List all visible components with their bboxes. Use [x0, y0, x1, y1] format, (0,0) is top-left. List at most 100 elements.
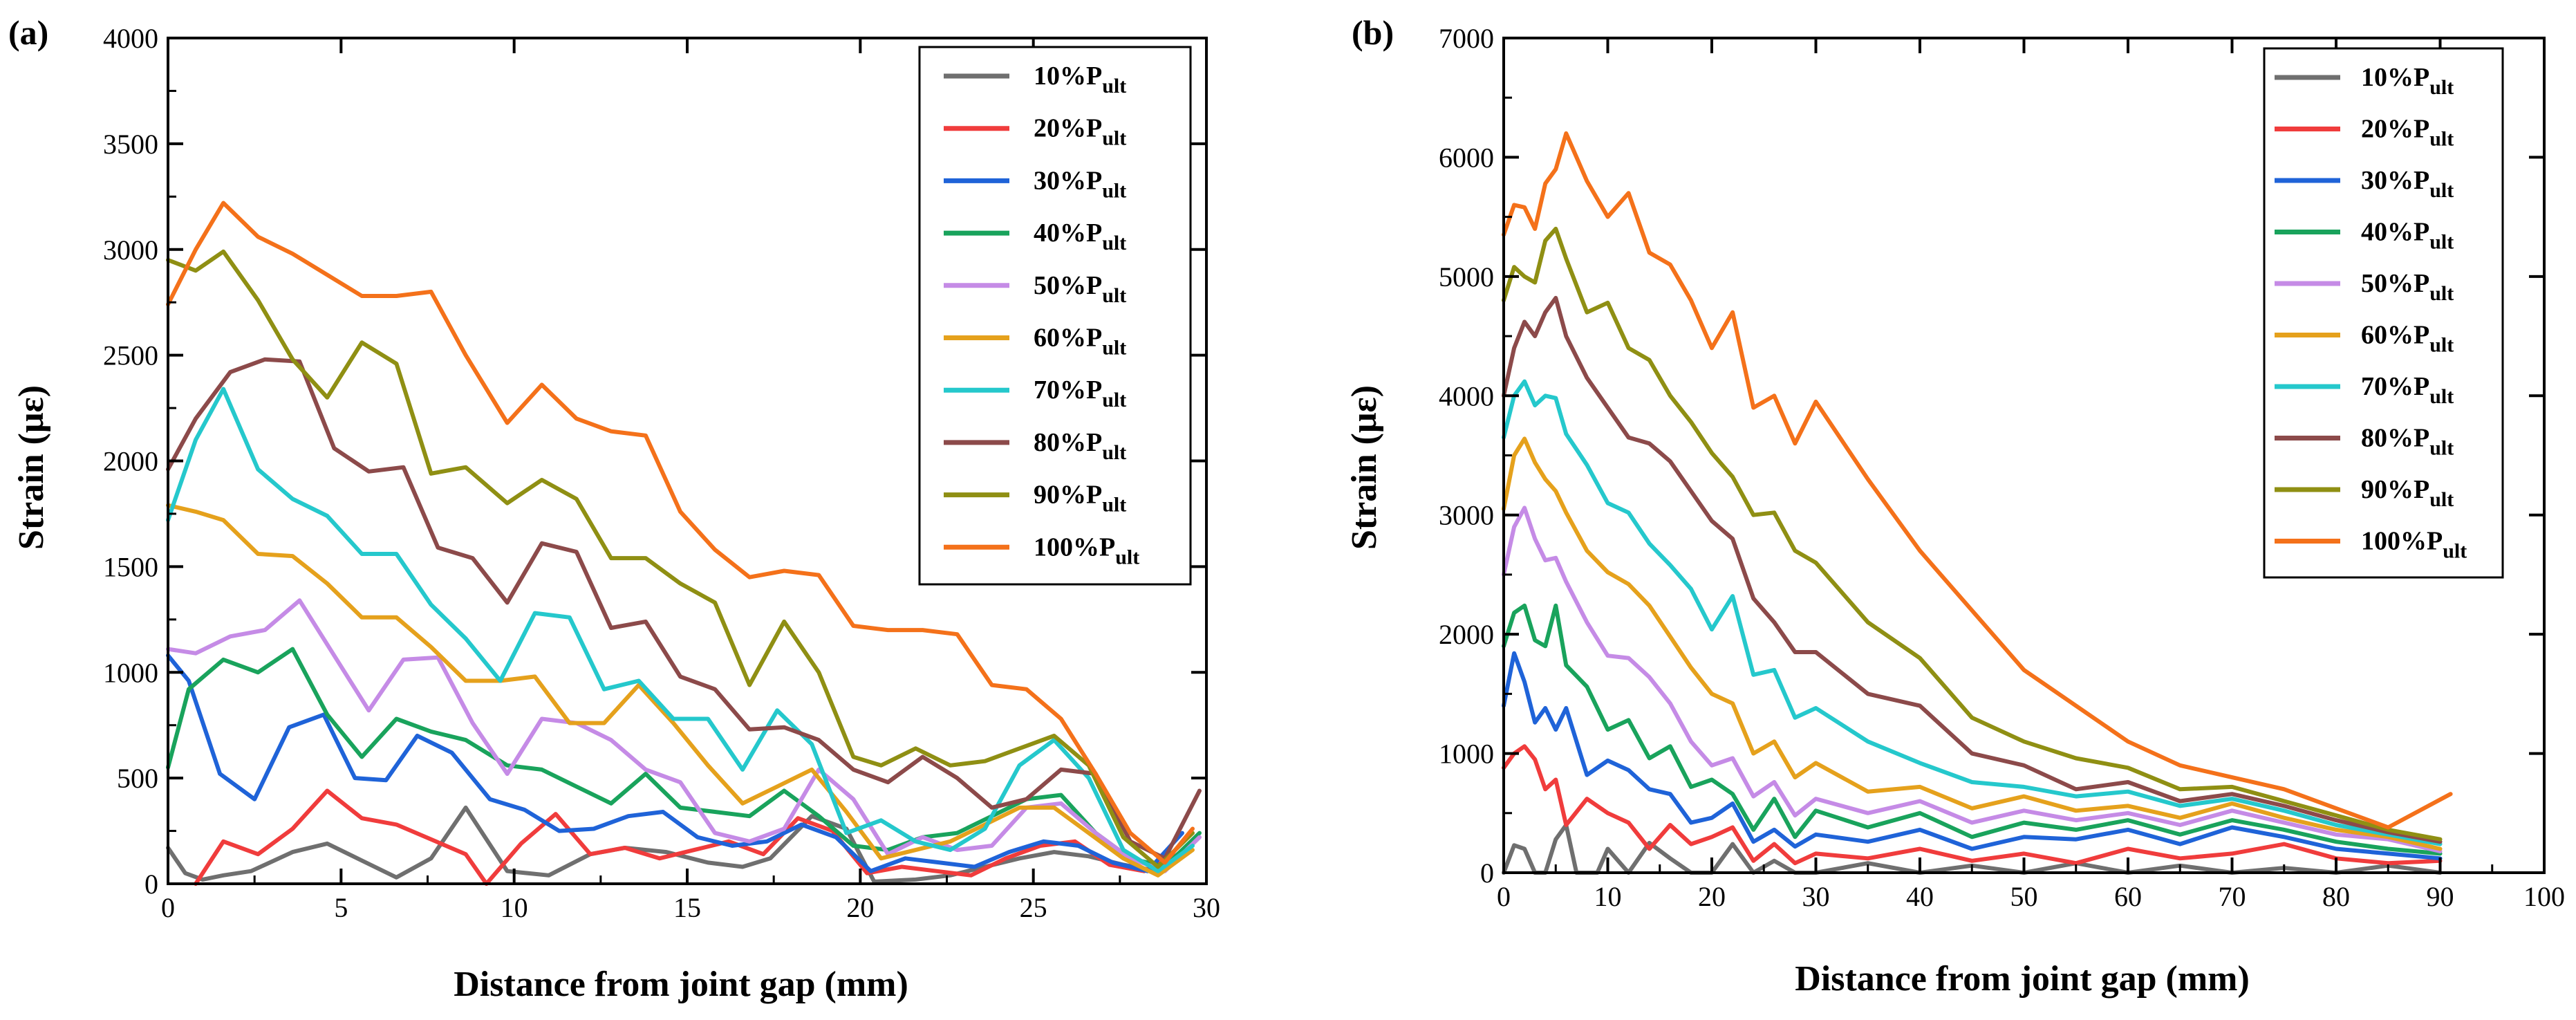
panel-a-y-tick-label: 0	[144, 869, 158, 900]
panel-a-legend-label-40: 40%Pult	[1034, 219, 1126, 254]
panel-a-legend-label-20: 20%Pult	[1034, 114, 1126, 150]
panel-a-legend-label-80: 80%Pult	[1034, 428, 1126, 464]
panel-b-series-70pct-line	[1502, 379, 2443, 846]
panel-b-legend-label-60: 60%Pult	[2361, 321, 2454, 357]
panel-b-legend-label-sub: ult	[2429, 179, 2454, 202]
panel-b-y-tick-label: 0	[1480, 857, 1494, 889]
panel-a-tick-layer: 0 5 10 15 20 25 30 0 500 1000 1500 2000 2500 3000 3500…	[103, 23, 1220, 923]
panel-a-y-tick-label: 3500	[103, 129, 158, 160]
panel-b-legend-label-main: 80%P	[2361, 424, 2429, 453]
panel-b-legend-label-sub: ult	[2429, 282, 2454, 305]
panel-a-series-10pct-line	[166, 805, 1195, 884]
panel-a-y-tick-label: 500	[117, 763, 158, 794]
panel-b-legend-label-main: 30%P	[2361, 166, 2429, 195]
panel-b-legend-label-main: 50%P	[2361, 269, 2429, 298]
panel-a-x-tick-label: 30	[1193, 892, 1220, 923]
panel-a-legend-label-sub: ult	[1102, 127, 1126, 150]
panel-a-y-tick-label: 1500	[103, 551, 158, 582]
panel-b-ylabel: Strain (με)	[1345, 385, 1384, 550]
panel-a-series-60pct-line	[166, 503, 1195, 878]
panel-b-series-20pct-line	[1502, 744, 2443, 866]
panel-b-y-tick-label: 4000	[1439, 380, 1494, 411]
panel-a-series-80pct-line	[166, 357, 1202, 861]
panel-b-x-tick-label: 60	[2114, 881, 2142, 912]
panel-b-x-tick-label: 20	[1698, 881, 1726, 912]
panel-b-legend-label-sub: ult	[2429, 231, 2454, 254]
panel-b-legend-label-sub: ult	[2429, 334, 2454, 357]
panel-b-y-tick-label: 1000	[1439, 739, 1494, 770]
panel-a-legend-label-100: 100%Pult	[1034, 532, 1139, 568]
panel-a-legend-label-sub: ult	[1102, 232, 1126, 254]
panel-b-legend-label-90: 90%Pult	[2361, 475, 2454, 511]
panel-a-series-70pct-line	[166, 387, 1195, 873]
panel-b-legend-label-sub: ult	[2429, 437, 2454, 460]
panel-a-legend-label-main: 90%P	[1034, 481, 1102, 510]
panel-b-y-tick-label: 5000	[1439, 261, 1494, 293]
panel-b-x-tick-label: 40	[1906, 881, 1934, 912]
panel-a-legend-label-30: 30%Pult	[1034, 166, 1126, 202]
panel-a-legend-label-main: 100%P	[1034, 532, 1115, 562]
panel-b-x-tick-label: 70	[2219, 881, 2246, 912]
panel-a-legend-label-main: 20%P	[1034, 114, 1102, 143]
panel-a-legend-label-sub: ult	[1102, 441, 1126, 464]
panel-b-x-tick-label: 80	[2322, 881, 2350, 912]
panel-b-legend-label-main: 70%P	[2361, 372, 2429, 401]
panel-a-legend-label-main: 60%P	[1034, 324, 1102, 353]
panel-a-y-tick-label: 3000	[103, 234, 158, 266]
panel-b-legend-label-main: 60%P	[2361, 321, 2429, 350]
panel-b-legend-label-main: 40%P	[2361, 218, 2429, 247]
panel-a-legend-label-sub: ult	[1102, 179, 1126, 202]
panel-a-legend-label-70: 70%Pult	[1034, 375, 1126, 411]
panel-b-y-tick-label: 3000	[1439, 500, 1494, 531]
panel-b-xlabel: Distance from joint gap (mm)	[1795, 959, 2250, 999]
panel-b-legend-label-100: 100%Pult	[2361, 527, 2467, 563]
panel-b-x-tick-label: 90	[2427, 881, 2454, 912]
panel-b-y-tick-label: 6000	[1439, 142, 1494, 173]
panel-a-series-100pct-line	[166, 201, 1195, 865]
panel-b-series-100pct-line	[1502, 131, 2453, 830]
panel-b-y-tick-label: 2000	[1439, 619, 1494, 650]
panel-a-legend-label-main: 50%P	[1034, 271, 1102, 300]
panel-a-x-tick-label: 20	[846, 892, 874, 923]
panel-a-ylabel: Strain (με)	[12, 385, 51, 550]
panel-a-plot-frame	[167, 37, 1208, 885]
panel-a: (a) Strain (με) Distance from joint gap …	[8, 13, 1220, 1004]
panel-a-series-90pct-line	[166, 249, 1195, 869]
panel-a-legend-label-sub: ult	[1102, 389, 1126, 411]
panel-a-x-tick-label: 0	[161, 892, 175, 923]
panel-b-legend-label-main: 90%P	[2361, 475, 2429, 504]
panel-a-x-tick-label: 15	[673, 892, 701, 923]
panel-a-legend-label-50: 50%Pult	[1034, 271, 1126, 307]
panel-b-legend-label-main: 10%P	[2361, 63, 2429, 92]
panel-a-legend-label-10: 10%Pult	[1034, 62, 1126, 98]
panel-b-legend-label-70: 70%Pult	[2361, 372, 2454, 408]
panel-b-legend-label-sub: ult	[2429, 385, 2454, 408]
panel-b-legend-label-50: 50%Pult	[2361, 269, 2454, 305]
panel-b-legend-label-sub: ult	[2429, 488, 2454, 511]
panel-a-legend-label-main: 70%P	[1034, 375, 1102, 405]
panel-a-x-tick-label: 10	[501, 892, 528, 923]
panel-b-x-tick-label: 50	[2010, 881, 2038, 912]
panel-b-series-30pct-line	[1502, 651, 2443, 861]
panel-b-series-50pct-line	[1502, 506, 2443, 853]
panel-b-series-40pct-line	[1502, 603, 2443, 856]
panel-b-legend-label-sub: ult	[2429, 76, 2454, 99]
panel-a-legend-label-sub: ult	[1102, 75, 1126, 98]
panel-b-x-tick-label: 30	[1802, 881, 1830, 912]
panel-a-xlabel: Distance from joint gap (mm)	[454, 965, 908, 1004]
panel-b-legend-label-80: 80%Pult	[2361, 424, 2454, 460]
panel-b-legend-label-main: 20%P	[2361, 115, 2429, 144]
panel-a-legend-label-main: 40%P	[1034, 219, 1102, 248]
panel-b-series-80pct-line	[1502, 295, 2443, 844]
panel-b-y-tick-label: 7000	[1439, 23, 1494, 54]
panel-b-series-10pct-line	[1502, 823, 2443, 875]
panel-a-y-tick-label: 2500	[103, 340, 158, 371]
panel-a-y-tick-label: 1000	[103, 657, 158, 688]
panel-b-x-tick-label: 10	[1594, 881, 1622, 912]
panel-a-legend-label-sub: ult	[1115, 546, 1139, 568]
panel-a-series-40pct-line	[166, 647, 1202, 869]
panel-b: (b) Strain (με) Distance from joint gap …	[1345, 13, 2565, 999]
panel-a-legend-label-sub: ult	[1102, 284, 1126, 307]
panel-b-legend-label-sub: ult	[2443, 540, 2467, 563]
panel-a-legend-label-sub: ult	[1102, 494, 1126, 517]
